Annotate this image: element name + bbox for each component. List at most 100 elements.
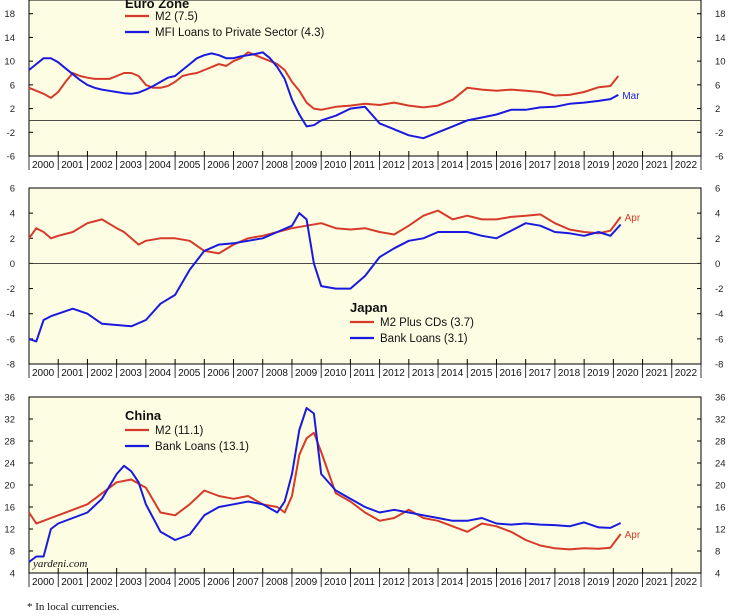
- y-tick-label-left: 28: [4, 437, 15, 448]
- x-tick-label: 2013: [412, 577, 435, 588]
- panel-japan: -8 -8 -6 -6 -4 -4 -2 -2 0 0 2 2 4 4 6 6 2000 2001 2002 2003…: [7, 184, 724, 380]
- x-tick-label: 2020: [616, 368, 639, 379]
- x-tick-label: 2008: [266, 160, 289, 171]
- y-tick-label-left: 4: [10, 209, 15, 220]
- y-tick-label-right: 32: [715, 415, 726, 426]
- x-tick-label: 2001: [61, 368, 84, 379]
- x-tick-label: 2000: [32, 577, 55, 588]
- x-tick-label: 2000: [32, 368, 55, 379]
- x-tick-label: 2010: [324, 160, 347, 171]
- x-tick-label: 2019: [587, 160, 610, 171]
- panel-euro-zone: -6 -6 -2 -2 2 2 6 6 10 10 14 14 18 18 2000 2001 2002 2003…: [4, 0, 726, 171]
- y-tick-label-right: 6: [715, 184, 720, 195]
- series-line-red: [28, 209, 622, 255]
- x-tick-label: 2010: [324, 368, 347, 379]
- y-tick-label-right: 24: [715, 459, 726, 470]
- x-tick-label: 2000: [32, 160, 55, 171]
- y-tick-label-right: 18: [715, 9, 726, 20]
- y-tick-label-right: 2: [715, 104, 720, 115]
- x-tick-label: 2012: [383, 368, 406, 379]
- x-tick-label: 2014: [441, 577, 464, 588]
- x-tick-label: 2008: [266, 368, 289, 379]
- y-tick-label-left: 2: [10, 104, 15, 115]
- y-tick-label-right: 16: [715, 503, 726, 514]
- x-tick-label: 2003: [120, 368, 143, 379]
- x-tick-label: 2022: [675, 368, 698, 379]
- series-line-blue: [28, 51, 619, 140]
- y-tick-label-left: 2: [10, 234, 15, 245]
- x-tick-label: 2020: [616, 577, 639, 588]
- y-tick-label-right: -6: [715, 152, 723, 163]
- legend-label: M2 Plus CDs (3.7): [380, 317, 474, 329]
- x-tick-label: 2005: [178, 368, 201, 379]
- y-tick-label-left: 10: [4, 57, 15, 68]
- x-tick-label: 2019: [587, 577, 610, 588]
- x-tick-label: 2022: [675, 577, 698, 588]
- x-tick-label: 2011: [353, 577, 375, 588]
- y-tick-label-right: 2: [715, 234, 720, 245]
- y-tick-label-left: 20: [4, 481, 15, 492]
- x-tick-label: 2004: [149, 577, 172, 588]
- y-tick-label-left: 24: [4, 459, 15, 470]
- y-tick-label-left: 16: [4, 503, 15, 514]
- x-tick-label: 2004: [149, 368, 172, 379]
- y-tick-label-right: -2: [715, 128, 723, 139]
- y-tick-label-right: -6: [715, 334, 723, 345]
- x-tick-label: 2016: [499, 160, 522, 171]
- plot-area: [28, 396, 702, 574]
- y-tick-label-right: 12: [715, 525, 726, 536]
- y-tick-label-left: 6: [10, 80, 15, 91]
- y-tick-label-right: 10: [715, 57, 726, 68]
- x-tick-label: 2018: [558, 160, 581, 171]
- x-tick-label: 2002: [90, 577, 113, 588]
- x-tick-label: 2018: [558, 577, 581, 588]
- y-tick-label-left: 32: [4, 415, 15, 426]
- y-tick-label-right: 6: [715, 80, 720, 91]
- x-tick-label: 2016: [499, 577, 522, 588]
- y-tick-label-right: 36: [715, 393, 726, 404]
- x-tick-label: 2011: [353, 160, 375, 171]
- x-tick-label: 2014: [441, 368, 464, 379]
- y-tick-label-left: -4: [7, 309, 15, 320]
- plot-area: [28, 187, 702, 365]
- panel-title: Japan: [350, 300, 388, 315]
- x-tick-label: 2006: [207, 368, 230, 379]
- x-tick-label: 2007: [237, 577, 260, 588]
- y-tick-label-right: 4: [715, 569, 720, 580]
- y-tick-label-right: -8: [715, 360, 723, 371]
- x-tick-label: 2016: [499, 368, 522, 379]
- x-tick-label: 2012: [383, 160, 406, 171]
- legend-label: Bank Loans (3.1): [380, 333, 468, 345]
- x-tick-label: 2002: [90, 160, 113, 171]
- y-tick-label-left: 12: [4, 525, 15, 536]
- end-date-label: Apr: [625, 213, 641, 224]
- x-tick-label: 2007: [237, 368, 260, 379]
- x-tick-label: 2006: [207, 160, 230, 171]
- panel-title: China: [125, 408, 162, 423]
- x-tick-label: 2011: [353, 368, 375, 379]
- y-tick-label-right: 4: [715, 209, 720, 220]
- y-tick-label-left: 4: [10, 569, 15, 580]
- series-line-blue: [28, 212, 622, 343]
- series-line-blue: [28, 407, 622, 563]
- y-tick-label-left: 36: [4, 393, 15, 404]
- x-tick-label: 2012: [383, 577, 406, 588]
- x-tick-label: 2013: [412, 160, 435, 171]
- panel-title: Euro Zone: [125, 0, 189, 11]
- source-label: yardeni.com: [32, 558, 87, 570]
- x-tick-label: 2013: [412, 368, 435, 379]
- y-tick-label-right: -2: [715, 284, 723, 295]
- y-tick-label-right: 0: [715, 259, 720, 270]
- end-date-label: Apr: [625, 530, 641, 541]
- y-tick-label-left: 18: [4, 9, 15, 20]
- x-tick-label: 2015: [470, 160, 493, 171]
- y-tick-label-right: 28: [715, 437, 726, 448]
- x-tick-label: 2009: [295, 577, 318, 588]
- x-tick-label: 2006: [207, 577, 230, 588]
- x-tick-label: 2018: [558, 368, 581, 379]
- legend-label: M2 (11.1): [155, 425, 204, 437]
- x-tick-label: 2003: [120, 160, 143, 171]
- x-tick-label: 2009: [295, 368, 318, 379]
